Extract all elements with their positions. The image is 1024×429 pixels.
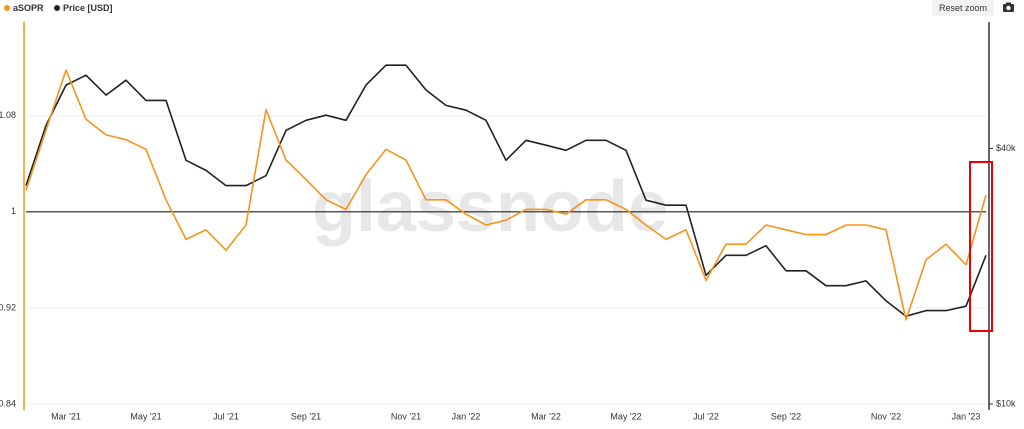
x-tick-label: Sep '22 — [771, 411, 801, 421]
x-tick-label: Jan '22 — [452, 411, 481, 421]
x-tick-label: Jul '21 — [213, 411, 239, 421]
x-tick-label: Sep '21 — [291, 411, 321, 421]
x-tick-label: Jan '23 — [952, 411, 981, 421]
y-tick-label: 0.84 — [0, 398, 16, 408]
series-line — [25, 64, 987, 317]
series-line — [25, 69, 987, 321]
legend-swatch — [4, 5, 10, 11]
x-tick-label: Mar '22 — [531, 411, 561, 421]
y-tick-label: 1.08 — [0, 110, 16, 120]
watermark: glassnode — [312, 167, 668, 247]
legend-label[interactable]: aSOPR — [13, 3, 44, 13]
x-tick-label: Nov '21 — [391, 411, 421, 421]
x-tick-label: May '22 — [610, 411, 641, 421]
legend-swatch — [54, 5, 60, 11]
x-tick-label: Nov '22 — [871, 411, 901, 421]
reset-zoom-button[interactable] — [932, 0, 994, 16]
y-tick-label: 0.92 — [0, 302, 16, 312]
y-tick-label: 1 — [11, 206, 16, 216]
highlight-box — [969, 161, 993, 332]
y2-tick-label: $10k — [996, 398, 1016, 408]
x-tick-label: Mar '21 — [51, 411, 81, 421]
legend-label[interactable]: Price [USD] — [63, 3, 113, 13]
x-tick-label: May '21 — [130, 411, 161, 421]
reset-zoom-label[interactable]: Reset zoom — [939, 3, 987, 13]
x-tick-label: Jul '22 — [693, 411, 719, 421]
y2-tick-label: $40k — [996, 143, 1016, 153]
camera-icon[interactable] — [1003, 2, 1014, 13]
